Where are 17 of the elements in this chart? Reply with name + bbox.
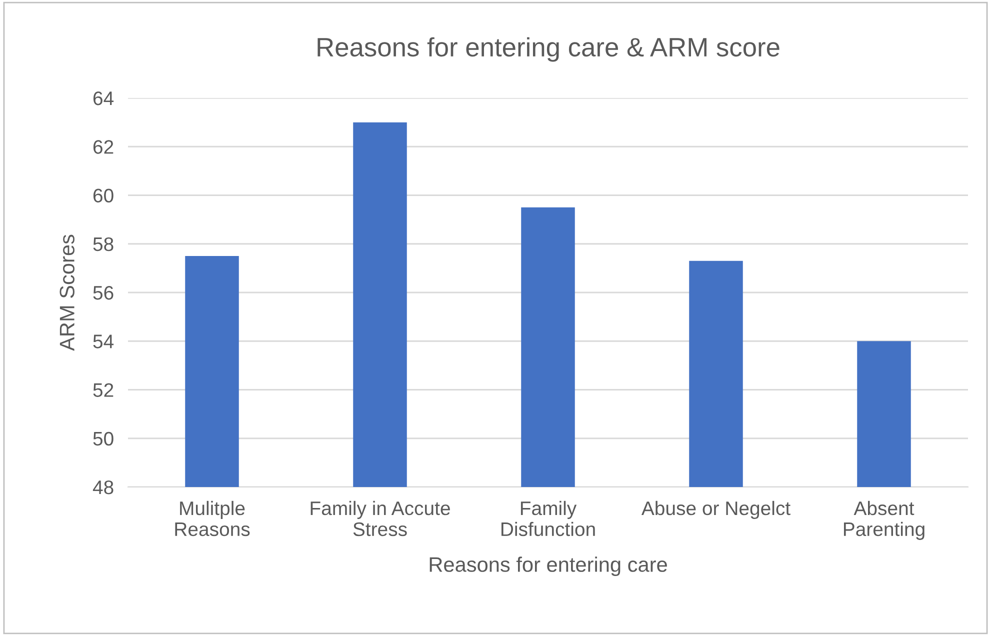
x-tick-label: Family Disfunction [502,500,595,536]
y-tick-label: 54 [93,334,114,348]
chart-title: Reasons for entering care & ARM score [318,37,780,62]
y-tick-label: 52 [93,383,114,397]
y-axis-title: ARM Scores [60,234,74,351]
x-tick-label: Absent Parenting [844,500,924,540]
y-tick-label: 58 [93,237,114,252]
y-tick-label: 62 [93,140,114,154]
y-tick-label: 56 [93,286,114,300]
x-tick-label: Family in Accute Stress [310,500,450,536]
y-tick-label: 64 [93,91,114,106]
x-tick-label: Abuse or Negelct [641,500,790,520]
y-tick-label: 60 [93,188,114,202]
y-tick-label: 50 [93,432,114,446]
y-tick-label: 48 [92,480,114,494]
x-tick-label: Mulitple Reasons [175,500,250,536]
x-axis-title: Reasons for entering care [430,556,667,576]
